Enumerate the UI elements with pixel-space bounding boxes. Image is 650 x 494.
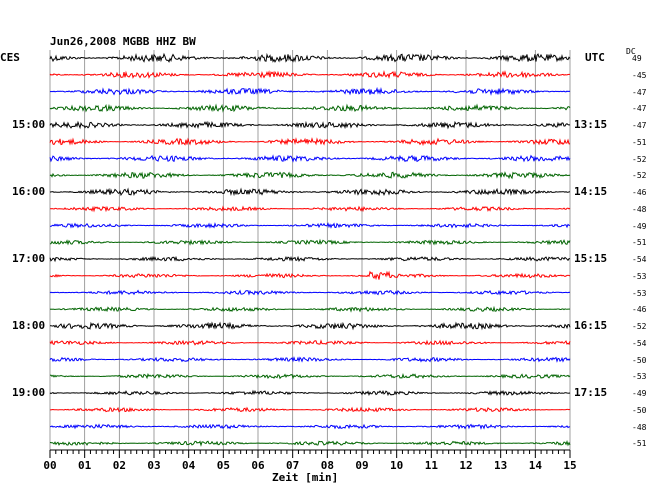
trace-row-8 xyxy=(49,171,571,180)
trace-row-20 xyxy=(49,372,571,380)
x-tick-label-08: 08 xyxy=(321,459,334,472)
dc-offset-row-16: -46 xyxy=(632,305,647,315)
trace-row-4 xyxy=(49,103,571,113)
trace-row-14 xyxy=(49,270,571,281)
right-hour-label-5: 17:15 xyxy=(574,386,608,399)
dc-offset-row-24: -51 xyxy=(632,439,647,449)
dc-offset-row-11: -49 xyxy=(632,221,647,231)
right-hour-label-2: 14:15 xyxy=(574,185,608,198)
x-tick-label-14: 14 xyxy=(529,459,543,472)
dc-offset-row-2: -45 xyxy=(632,70,647,80)
trace-row-10 xyxy=(49,205,571,213)
trace-row-22 xyxy=(50,406,571,413)
left-hour-label-4: 18:00 xyxy=(12,319,46,332)
trace-row-16 xyxy=(49,305,571,313)
trace-row-3 xyxy=(49,86,571,96)
trace-row-13 xyxy=(49,255,571,263)
dc-offset-row-1: 49 xyxy=(632,54,642,63)
dc-offset-row-6: -51 xyxy=(632,137,647,147)
dc-offset-row-4: -47 xyxy=(632,104,647,114)
trace-row-21 xyxy=(49,389,571,397)
x-tick-label-02: 02 xyxy=(113,459,126,472)
dc-offset-row-14: -53 xyxy=(632,271,647,281)
dc-offset-row-20: -53 xyxy=(632,372,647,382)
seismogram-traces xyxy=(49,52,571,447)
x-tick-label-11: 11 xyxy=(425,459,439,472)
dc-offset-row-15: -53 xyxy=(632,288,647,298)
trace-row-23 xyxy=(50,423,571,430)
left-hour-label-5: 19:00 xyxy=(12,386,46,399)
chart-title: Jun26,2008 MGBB HHZ BW xyxy=(50,35,196,48)
trace-row-18 xyxy=(49,339,571,346)
right-hour-label-4: 16:15 xyxy=(574,319,608,332)
trace-row-17 xyxy=(49,321,571,331)
right-timezone-label: UTC xyxy=(585,51,605,64)
x-tick-label-09: 09 xyxy=(355,459,368,472)
x-tick-label-13: 13 xyxy=(494,459,507,472)
x-tick-label-00: 00 xyxy=(43,459,56,472)
dc-offset-row-19: -50 xyxy=(632,355,647,365)
dc-offset-row-7: -52 xyxy=(632,154,647,164)
dc-header: DC xyxy=(626,47,636,56)
left-hour-label-1: 15:00 xyxy=(12,118,46,131)
dc-offset-row-23: -48 xyxy=(632,422,647,432)
left-hour-label-3: 17:00 xyxy=(12,252,46,265)
trace-row-9 xyxy=(49,187,571,197)
trace-row-1 xyxy=(49,52,571,63)
x-tick-label-04: 04 xyxy=(182,459,196,472)
x-tick-label-12: 12 xyxy=(459,459,472,472)
x-axis-label: Zeit [min] xyxy=(272,471,339,484)
trace-row-24 xyxy=(49,440,571,447)
left-timezone-label: CES xyxy=(0,51,20,64)
x-tick-label-07: 07 xyxy=(286,459,299,472)
trace-row-2 xyxy=(49,70,570,80)
dc-offset-row-13: -54 xyxy=(632,255,647,264)
dc-offset-row-5: -47 xyxy=(632,121,647,130)
trace-row-19 xyxy=(49,356,571,363)
x-axis: 00 01 02 03 04 05 06 07 08 09 10 11 12 13 14 15 xyxy=(43,449,577,472)
dc-offset-row-21: -49 xyxy=(632,389,647,398)
x-tick-label-01: 01 xyxy=(78,459,92,472)
dc-offset-row-17: -52 xyxy=(632,322,647,331)
dc-offset-row-18: -54 xyxy=(632,338,647,348)
dc-offset-row-3: -47 xyxy=(632,87,647,97)
dc-offset-row-22: -50 xyxy=(632,405,647,415)
trace-row-11 xyxy=(49,222,571,229)
dc-offset-row-12: -51 xyxy=(632,238,647,248)
trace-row-12 xyxy=(49,238,571,246)
trace-row-7 xyxy=(49,154,571,163)
x-tick-label-10: 10 xyxy=(390,459,403,472)
left-hour-label-2: 16:00 xyxy=(12,185,46,198)
minute-gridlines xyxy=(49,50,571,450)
x-tick-label-15: 15 xyxy=(563,459,576,472)
trace-row-5 xyxy=(49,120,571,130)
x-tick-label-06: 06 xyxy=(251,459,265,472)
x-tick-label-05: 05 xyxy=(217,459,230,472)
right-hour-label-1: 13:15 xyxy=(574,118,608,131)
trace-row-15 xyxy=(49,289,571,296)
right-hour-label-3: 15:15 xyxy=(574,252,608,265)
trace-row-6 xyxy=(49,137,571,147)
dc-offset-row-8: -52 xyxy=(632,171,647,181)
dc-offset-row-9: -46 xyxy=(632,188,647,197)
x-tick-label-03: 03 xyxy=(147,459,160,472)
dc-offset-row-10: -48 xyxy=(632,204,647,214)
